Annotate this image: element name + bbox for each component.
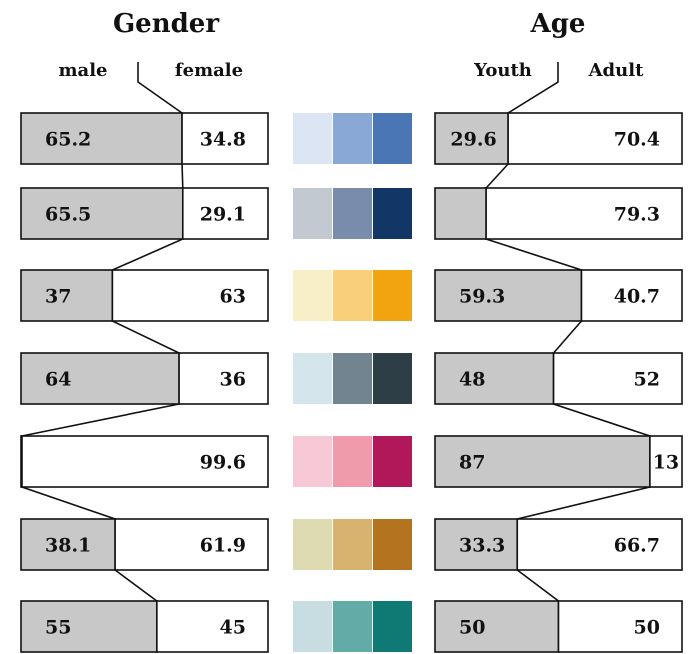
swatch-6-2: [333, 519, 372, 570]
gender-bar-7-female: [156, 600, 269, 653]
swatch-7-1: [293, 601, 332, 652]
swatch-3-3: [373, 270, 412, 321]
age-bar-7-adult: [557, 600, 683, 653]
gender-bar-3-female: [111, 269, 269, 322]
gender-label-7-female: 45: [220, 617, 246, 639]
age-bar-3-youth: [434, 269, 583, 322]
swatch-6-1: [293, 519, 332, 570]
age-label-7-youth: 50: [459, 617, 485, 639]
gender-bar-5-female: [21, 435, 269, 488]
age-label-1-adult: 70.4: [614, 129, 660, 151]
age-bar-7-youth: [434, 600, 560, 653]
gender-label-5-female: 99.6: [200, 452, 246, 474]
swatch-3-1: [293, 270, 332, 321]
age-label-5-youth: 87: [459, 452, 485, 474]
age-label-1-youth: 29.6: [450, 129, 496, 151]
age-label-7-adult: 50: [634, 617, 660, 639]
age-bar-2-youth: [434, 187, 487, 240]
age-bar-1-youth: [434, 112, 509, 165]
swatch-2-2: [333, 188, 372, 239]
gender-panel-title: Gender: [113, 9, 219, 39]
swatch-4-2: [333, 353, 372, 404]
swatch-5-3: [373, 436, 412, 487]
age-bar-6-adult: [516, 518, 683, 571]
gender-label-1-female: 34.8: [200, 129, 246, 151]
gender-label-2-male: 65.5: [45, 204, 91, 226]
gender-label-1-male: 65.2: [45, 129, 91, 151]
swatch-6-3: [373, 519, 412, 570]
gender-label-6-female: 61.9: [200, 535, 246, 557]
gender-label-7-male: 55: [45, 617, 71, 639]
gender-bar-6-male: [20, 518, 116, 571]
color-swatches: [293, 113, 412, 652]
bar-rows: 65.2 34.8 65.5 29.1 37 63 64 36 99.6 38.1 61.9 55 45…: [20, 112, 683, 653]
age-bar-4-youth: [434, 352, 555, 405]
gender-label-2-female: 29.1: [200, 204, 246, 226]
gender-bar-4-female: [178, 352, 269, 405]
adult-label: Adult: [588, 60, 644, 81]
swatch-5-2: [333, 436, 372, 487]
gender-label-4-male: 64: [45, 369, 71, 391]
swatch-2-3: [373, 188, 412, 239]
swatch-2-1: [293, 188, 332, 239]
age-label-3-adult: 40.7: [614, 286, 660, 308]
age-label-6-youth: 33.3: [459, 535, 505, 557]
gender-bar-2-female: [181, 187, 269, 240]
swatch-7-3: [373, 601, 412, 652]
gender-label-3-female: 63: [220, 286, 246, 308]
gender-label-4-female: 36: [220, 369, 246, 391]
age-label-3-youth: 59.3: [459, 286, 505, 308]
swatch-5-1: [293, 436, 332, 487]
swatch-1-3: [373, 113, 412, 164]
male-label: male: [59, 60, 108, 81]
swatch-7-2: [333, 601, 372, 652]
gender-bar-1-male: [20, 112, 183, 165]
age-label-4-youth: 48: [459, 369, 485, 391]
age-bar-3-adult: [580, 269, 683, 322]
gender-label-6-male: 38.1: [45, 535, 91, 557]
age-bar-2-adult: [485, 187, 683, 240]
age-bar-5-adult: [649, 435, 683, 488]
swatch-1-1: [293, 113, 332, 164]
gender-bar-7-male: [20, 600, 158, 653]
youth-label: Youth: [473, 60, 532, 81]
age-bar-4-adult: [552, 352, 683, 405]
age-label-5-adult: 13: [653, 452, 679, 474]
swatch-4-1: [293, 353, 332, 404]
age-panel-title: Age: [530, 9, 586, 39]
swatch-1-2: [333, 113, 372, 164]
age-label-6-adult: 66.7: [614, 535, 660, 557]
swatch-4-3: [373, 353, 412, 404]
gender-bar-3-male: [20, 269, 114, 322]
gender-bar-6-female: [114, 518, 269, 571]
age-bar-1-adult: [507, 112, 683, 165]
gender-bar-1-female: [181, 112, 269, 165]
gender-bar-4-male: [20, 352, 180, 405]
age-label-4-adult: 52: [634, 369, 660, 391]
female-label: female: [175, 60, 243, 81]
swatch-3-2: [333, 270, 372, 321]
age-label-2-adult: 79.3: [614, 204, 660, 226]
gender-label-3-male: 37: [45, 286, 71, 308]
